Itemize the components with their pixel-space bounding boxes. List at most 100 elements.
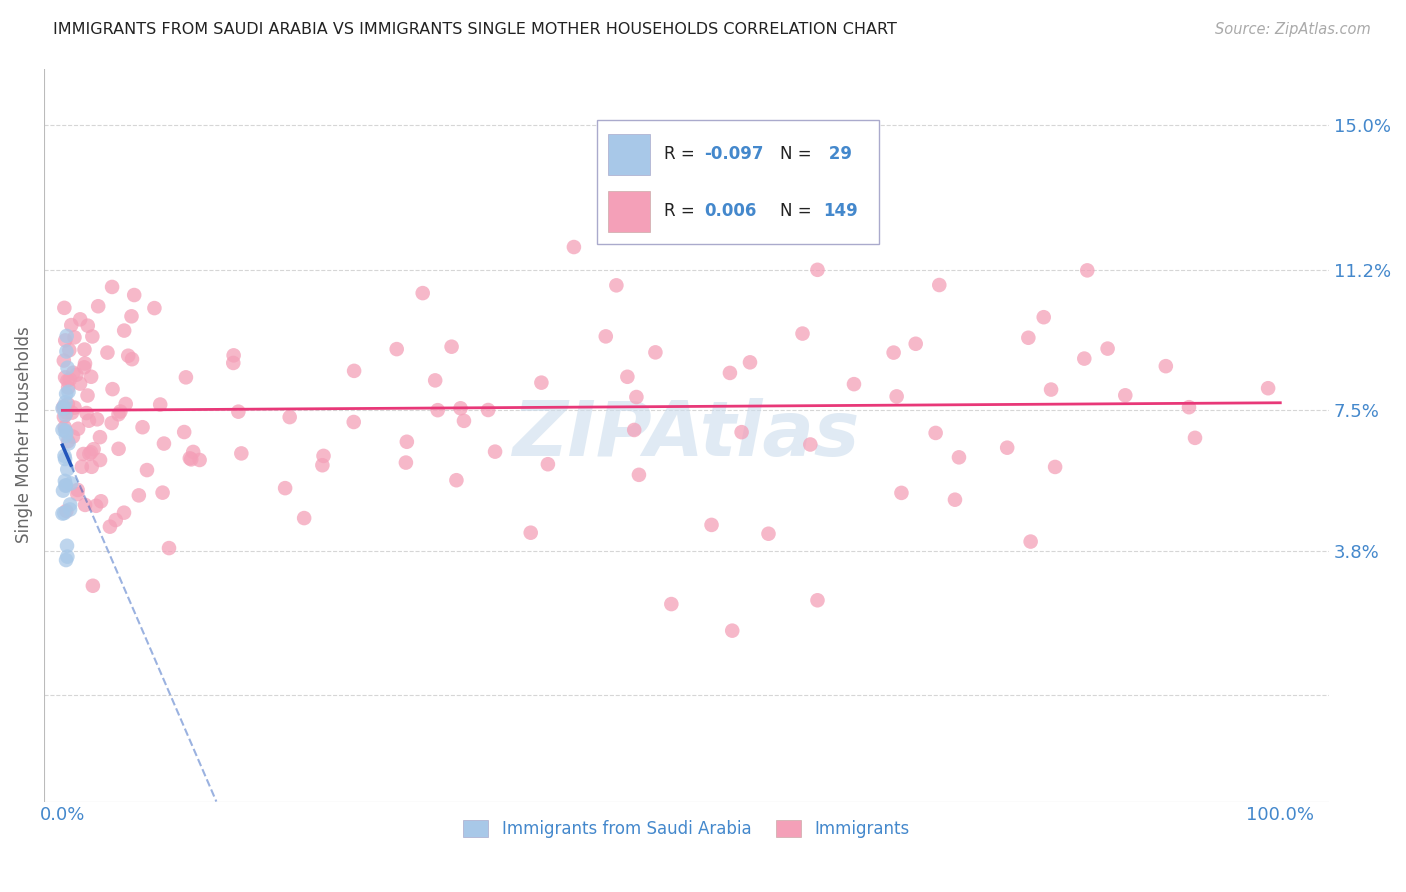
Point [343, 415, 366, 429]
Point [1019, 534, 1042, 549]
Point [77, 414, 100, 428]
Point [98, 519, 121, 533]
Point [519, 525, 541, 540]
Point [1184, 431, 1206, 445]
Point [55, 504, 77, 518]
Point [179, 451, 201, 466]
Point [89, 453, 111, 467]
Point [1073, 351, 1095, 366]
Point [1154, 359, 1177, 373]
Point [136, 463, 159, 477]
Point [730, 425, 752, 439]
Point [312, 449, 335, 463]
Point [453, 414, 475, 428]
Point [174, 370, 197, 384]
Point [53, 474, 76, 488]
Point [721, 624, 744, 638]
Point [595, 329, 617, 343]
Point [700, 517, 723, 532]
Point [412, 286, 434, 301]
Point [59, 476, 82, 491]
Point [86, 412, 108, 426]
Point [1257, 381, 1279, 395]
Point [426, 403, 449, 417]
Point [66, 487, 89, 501]
Point [62, 366, 84, 380]
Point [55, 395, 77, 409]
Point [73, 343, 96, 357]
Point [562, 240, 585, 254]
Point [228, 405, 250, 419]
Point [718, 366, 741, 380]
Point [117, 349, 139, 363]
Point [70, 459, 93, 474]
Point [114, 397, 136, 411]
Point [446, 473, 468, 487]
Point [53, 449, 76, 463]
Point [59, 498, 82, 512]
Point [76, 388, 98, 402]
Point [1043, 459, 1066, 474]
Point [181, 445, 204, 459]
Point [96, 345, 118, 359]
Point [52, 401, 75, 416]
Point [80, 445, 103, 459]
Point [55, 553, 77, 567]
Point [63, 401, 86, 415]
Point [644, 345, 666, 359]
Point [537, 457, 560, 471]
Point [995, 441, 1018, 455]
Point [758, 526, 780, 541]
Point [79, 447, 101, 461]
Point [59, 502, 82, 516]
Point [311, 458, 333, 473]
Point [69, 312, 91, 326]
Point [55, 405, 77, 419]
Point [806, 593, 828, 607]
Point [890, 486, 912, 500]
Point [56, 462, 79, 476]
Point [274, 481, 297, 495]
Point [440, 340, 463, 354]
Point [101, 280, 124, 294]
Point [1017, 331, 1039, 345]
Point [173, 425, 195, 439]
Point [60, 406, 83, 420]
Point [928, 278, 950, 293]
Point [1040, 383, 1063, 397]
Point [56, 539, 79, 553]
Point [55, 387, 77, 401]
Point [626, 390, 648, 404]
Point [56, 374, 79, 388]
Point [799, 437, 821, 451]
Point [395, 434, 418, 449]
Point [128, 488, 150, 502]
Point [53, 452, 76, 467]
Point [87, 299, 110, 313]
Point [121, 352, 143, 367]
Point [738, 355, 761, 369]
Point [76, 406, 98, 420]
Point [53, 400, 76, 414]
Point [55, 344, 77, 359]
Point [292, 511, 315, 525]
Point [149, 397, 172, 411]
Point [89, 430, 111, 444]
Point [56, 434, 79, 449]
Point [450, 401, 472, 416]
Point [948, 450, 970, 465]
Point [51, 423, 73, 437]
Point [1076, 263, 1098, 277]
Point [180, 452, 202, 467]
Point [278, 410, 301, 425]
Point [56, 397, 79, 411]
Point [67, 422, 90, 436]
Point [122, 288, 145, 302]
Point [231, 446, 253, 460]
Point [616, 369, 638, 384]
Point [66, 483, 89, 497]
Point [477, 403, 499, 417]
Point [1097, 342, 1119, 356]
Point [73, 360, 96, 375]
Point [188, 453, 211, 467]
